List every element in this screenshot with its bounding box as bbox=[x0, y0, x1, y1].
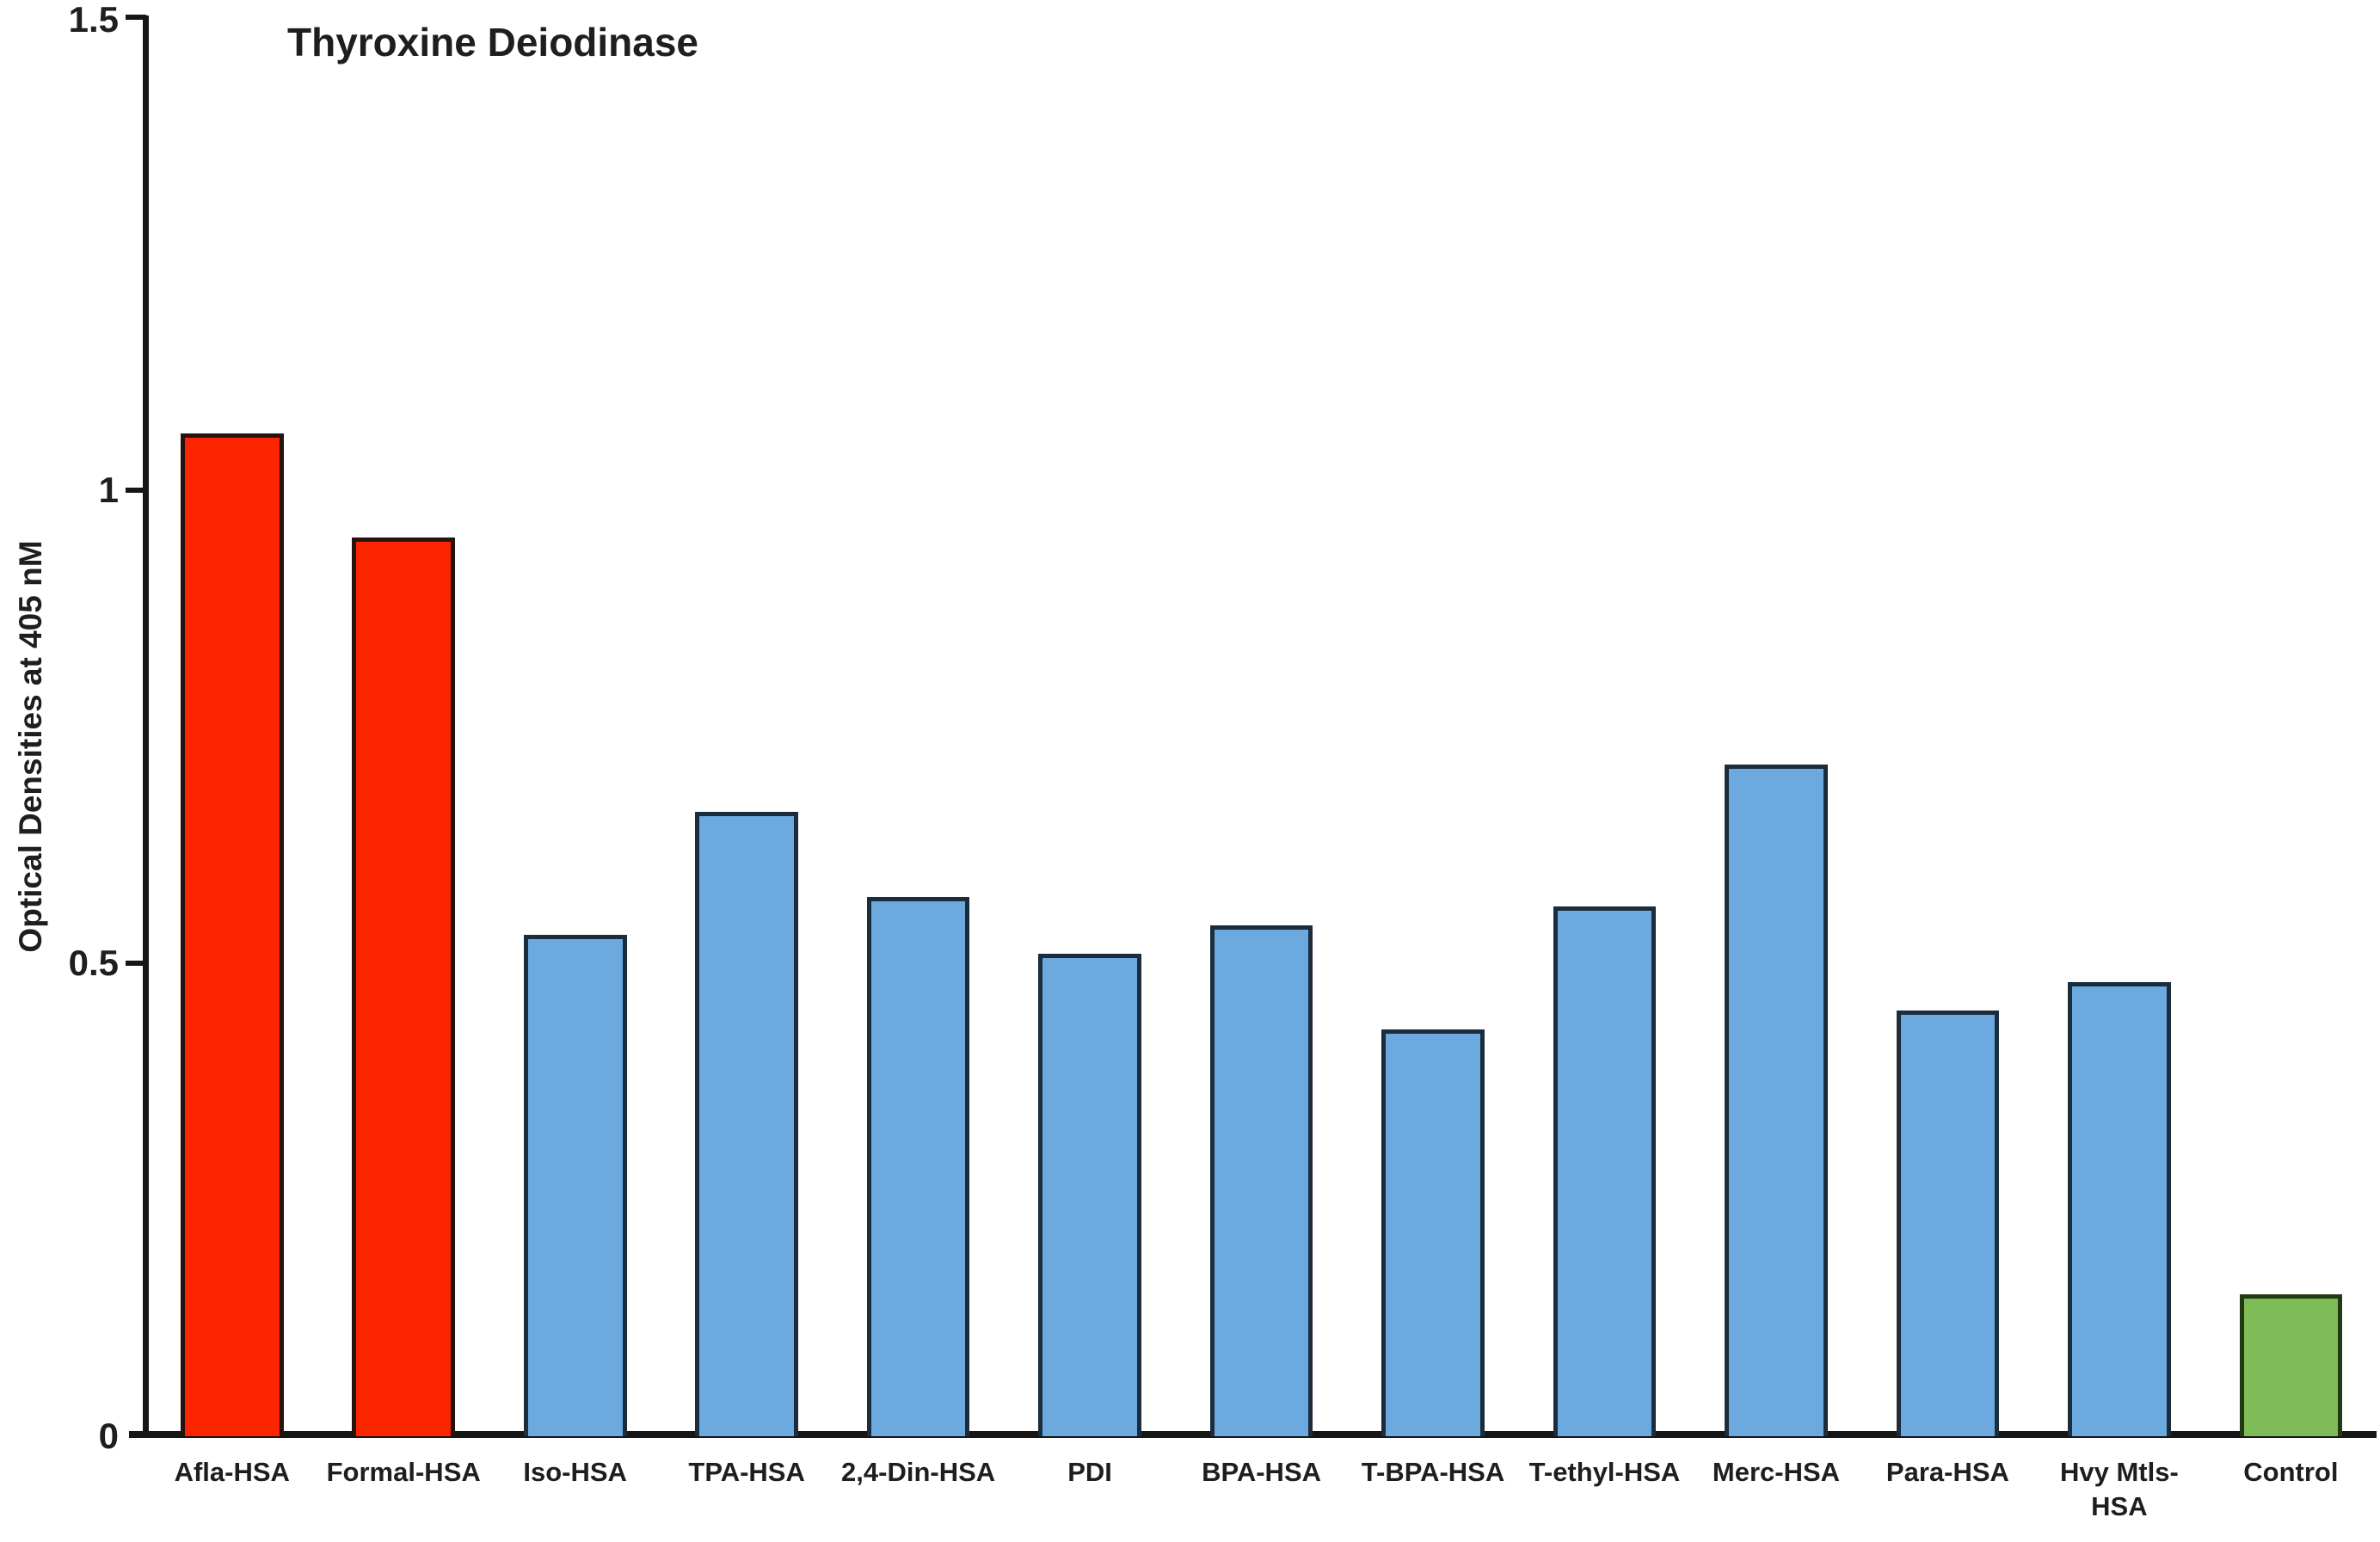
x-axis-label: T-BPA-HSA bbox=[1361, 1457, 1505, 1487]
bar-merc-hsa bbox=[1725, 765, 1828, 1436]
y-axis-line bbox=[143, 15, 149, 1436]
y-tick-mark bbox=[126, 961, 146, 966]
bar-slot bbox=[1690, 17, 1861, 1436]
bar-hvy-mtls--hsa bbox=[2068, 982, 2171, 1436]
x-axis-label: Para-HSA bbox=[1885, 1457, 2009, 1487]
bar-2,4-din-hsa bbox=[866, 897, 970, 1436]
bar-control bbox=[2239, 1294, 2343, 1436]
x-axis-label: Formal-HSA bbox=[326, 1457, 481, 1487]
x-axis-label: Control bbox=[2243, 1457, 2339, 1487]
y-tick-label: 1 bbox=[98, 470, 119, 510]
bar-slot bbox=[1176, 17, 1347, 1436]
bar-slot bbox=[2205, 17, 2377, 1436]
x-axis-label: 2,4-Din-HSA bbox=[841, 1457, 996, 1487]
bar-tpa-hsa bbox=[695, 812, 798, 1436]
x-axis-label: BPA-HSA bbox=[1202, 1457, 1322, 1487]
y-tick-label: 0 bbox=[98, 1416, 119, 1456]
x-axis-label: Merc-HSA bbox=[1712, 1457, 1841, 1487]
bar-t-ethyl-hsa bbox=[1553, 906, 1657, 1436]
bar-formal-hsa bbox=[352, 538, 456, 1436]
x-axis-labels: Afla-HSA Formal-HSA Iso-HSA TPA-HSA 2,4-Din-… bbox=[146, 1455, 2377, 1525]
bar-slot bbox=[2033, 17, 2205, 1436]
y-tick-mark bbox=[126, 15, 146, 20]
bar-afla-hsa bbox=[180, 433, 284, 1436]
bars-row bbox=[146, 17, 2377, 1436]
bar-slot bbox=[1519, 17, 1690, 1436]
bar-slot bbox=[661, 17, 832, 1436]
bar-slot bbox=[833, 17, 1004, 1436]
bar-iso-hsa bbox=[523, 935, 627, 1436]
bar-bpa-hsa bbox=[1209, 925, 1313, 1436]
bar-slot bbox=[1004, 17, 1175, 1436]
bar-t-bpa-hsa bbox=[1381, 1029, 1485, 1436]
plot-area bbox=[146, 17, 2377, 1436]
y-tick-label: 0.5 bbox=[68, 943, 119, 983]
chart-title: Thyroxine Deiodinase bbox=[287, 20, 699, 65]
bar-pdi bbox=[1038, 954, 1141, 1436]
bar-para-hsa bbox=[1896, 1011, 2000, 1436]
x-axis-label: Iso-HSA bbox=[523, 1457, 627, 1487]
bar-slot bbox=[317, 17, 489, 1436]
bar-slot bbox=[1862, 17, 2033, 1436]
y-tick-mark bbox=[126, 488, 146, 493]
bar-slot bbox=[489, 17, 661, 1436]
x-axis-label: T-ethyl-HSA bbox=[1528, 1457, 1681, 1487]
x-axis-label: Afla-HSA bbox=[174, 1457, 290, 1487]
x-axis-label: Hvy Mtls- HSA bbox=[2059, 1457, 2179, 1522]
bar-slot bbox=[146, 17, 317, 1436]
bar-slot bbox=[1347, 17, 1518, 1436]
y-tick-label: 1.5 bbox=[68, 0, 119, 40]
x-axis-label: TPA-HSA bbox=[688, 1457, 805, 1487]
x-axis-label: PDI bbox=[1067, 1457, 1112, 1487]
